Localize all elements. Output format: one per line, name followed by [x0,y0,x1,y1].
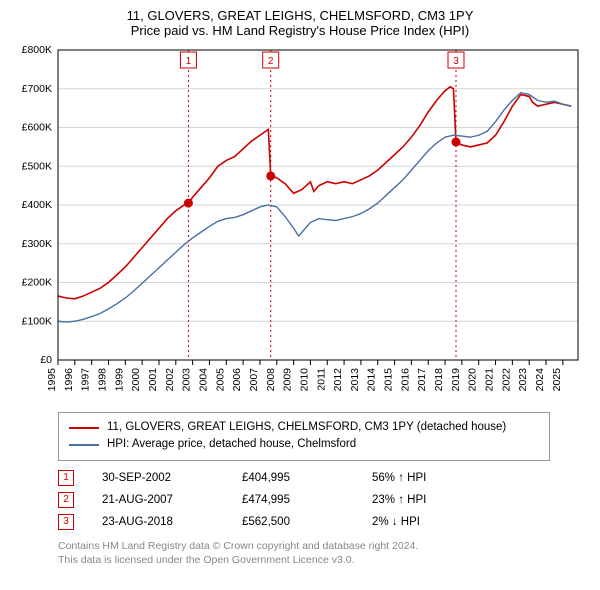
footnote-line-1: Contains HM Land Registry data © Crown c… [58,540,418,552]
svg-text:2018: 2018 [433,368,445,392]
svg-text:2019: 2019 [450,368,462,392]
sale-date: 30-SEP-2002 [102,472,242,484]
svg-text:2021: 2021 [484,368,496,392]
legend-row: 11, GLOVERS, GREAT LEIGHS, CHELMSFORD, C… [69,419,539,436]
legend-swatch [69,427,99,429]
svg-text:2022: 2022 [500,368,512,392]
svg-text:£600K: £600K [22,122,52,134]
svg-text:£500K: £500K [22,160,52,172]
legend-box: 11, GLOVERS, GREAT LEIGHS, CHELMSFORD, C… [58,412,550,461]
page-container: 11, GLOVERS, GREAT LEIGHS, CHELMSFORD, C… [0,0,600,575]
svg-text:2005: 2005 [214,368,226,392]
svg-text:£100K: £100K [22,315,52,327]
svg-text:2025: 2025 [551,368,563,392]
legend-label: 11, GLOVERS, GREAT LEIGHS, CHELMSFORD, C… [107,419,506,436]
svg-text:2011: 2011 [315,368,327,391]
svg-text:2003: 2003 [181,368,193,392]
svg-text:2015: 2015 [383,368,395,392]
sale-marker-box: 2 [58,492,74,508]
svg-text:2014: 2014 [366,368,378,392]
sale-marker-box: 3 [58,514,74,530]
svg-text:1995: 1995 [46,368,58,392]
sale-row: 3 23-AUG-2018£562,5002% ↓ HPI [58,511,550,533]
svg-text:£0: £0 [40,354,52,366]
svg-text:£200K: £200K [22,277,52,289]
legend-swatch [69,444,99,446]
sale-price: £474,995 [242,494,372,506]
chart-title: 11, GLOVERS, GREAT LEIGHS, CHELMSFORD, C… [10,8,590,23]
svg-text:2020: 2020 [467,368,479,392]
svg-text:1996: 1996 [63,368,75,392]
chart-area: £0 £100K £200K £300K £400K £500K £600K £700K £80… [10,44,590,404]
svg-text:1997: 1997 [80,368,92,392]
svg-text:2000: 2000 [130,368,142,392]
svg-text:£300K: £300K [22,238,52,250]
footnote: Contains HM Land Registry data © Crown c… [58,539,590,567]
sale-date: 23-AUG-2018 [102,516,242,528]
svg-text:1999: 1999 [113,368,125,392]
svg-text:2001: 2001 [147,368,159,392]
legend-row: HPI: Average price, detached house, Chel… [69,436,539,453]
sale-marker-box: 1 [58,470,74,486]
svg-text:2002: 2002 [164,368,176,392]
sale-delta: 23% ↑ HPI [372,494,492,506]
svg-text:2010: 2010 [298,368,310,392]
footnote-line-2: This data is licensed under the Open Gov… [58,554,355,566]
svg-text:2004: 2004 [197,368,209,392]
svg-text:£700K: £700K [22,83,52,95]
svg-text:2007: 2007 [248,368,260,392]
svg-text:2009: 2009 [282,368,294,392]
sale-price: £562,500 [242,516,372,528]
sale-row: 1 30-SEP-2002£404,99556% ↑ HPI [58,467,550,489]
line-chart-svg: £0 £100K £200K £300K £400K £500K £600K £700K £80… [10,44,590,404]
svg-text:2013: 2013 [349,368,361,392]
svg-text:2024: 2024 [534,368,546,392]
sale-delta: 56% ↑ HPI [372,472,492,484]
sale-price: £404,995 [242,472,372,484]
sales-table: 1 30-SEP-2002£404,99556% ↑ HPI 2 21-AUG-200… [58,467,550,533]
chart-subtitle: Price paid vs. HM Land Registry's House … [10,23,590,38]
sale-delta: 2% ↓ HPI [372,516,492,528]
svg-text:1: 1 [186,56,192,67]
svg-text:3: 3 [453,56,459,67]
svg-text:2006: 2006 [231,368,243,392]
legend-label: HPI: Average price, detached house, Chel… [107,436,356,453]
svg-text:£800K: £800K [22,44,52,56]
svg-text:2016: 2016 [399,368,411,392]
svg-text:2008: 2008 [265,368,277,392]
svg-text:£400K: £400K [22,199,52,211]
svg-text:2012: 2012 [332,368,344,392]
svg-text:2023: 2023 [517,368,529,392]
svg-text:2: 2 [268,56,274,67]
sale-date: 21-AUG-2007 [102,494,242,506]
svg-text:2017: 2017 [416,368,428,392]
sale-row: 2 21-AUG-2007£474,99523% ↑ HPI [58,489,550,511]
svg-text:1998: 1998 [96,368,108,392]
